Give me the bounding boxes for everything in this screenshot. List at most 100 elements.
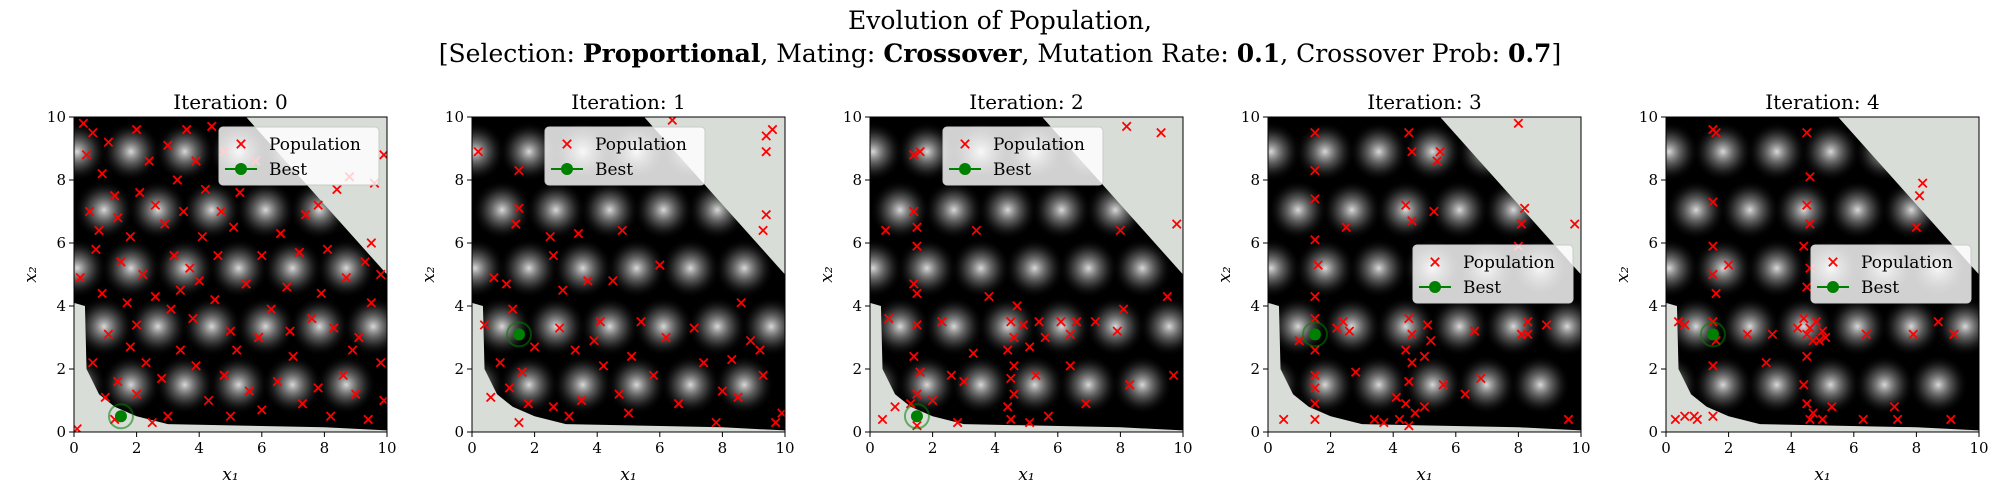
landscape-peak [1908, 354, 1969, 415]
y-tick-label: 0 [1648, 423, 1658, 441]
population-point [1310, 291, 1320, 302]
population-point [1407, 329, 1417, 340]
landscape-peak [262, 354, 323, 415]
population-point [1711, 288, 1721, 299]
figure-title-line2: [Selection: Proportional, Mating: Crosso… [0, 37, 2000, 70]
population-point [322, 244, 333, 255]
population-point [1006, 373, 1016, 384]
landscape-peak [1666, 121, 1700, 182]
landscape-peak [950, 354, 1011, 415]
landscape-peak [1692, 238, 1753, 299]
x-tick-label: 0 [69, 439, 79, 457]
population-point [191, 156, 201, 166]
y-tick-label: 10 [1241, 108, 1260, 126]
population-point [1338, 316, 1348, 327]
population-point [1679, 411, 1690, 422]
title-part: 0.7 [1507, 39, 1552, 68]
population-point [112, 376, 123, 387]
population-point [313, 383, 323, 393]
landscape-peak [552, 354, 613, 415]
landscape-peak [1854, 354, 1915, 415]
population-point [711, 417, 721, 428]
landscape-peak [498, 121, 559, 182]
population-point [1476, 373, 1486, 384]
landscape-peak [154, 238, 215, 299]
population-point [134, 187, 145, 198]
landscape-peak [525, 179, 586, 240]
population-point [1563, 414, 1574, 425]
population-point [253, 332, 264, 343]
population-point [1670, 414, 1681, 425]
population-point [1056, 316, 1066, 327]
title-part: , Mutation Rate: [1021, 39, 1237, 68]
x-tick-label: 2 [1724, 439, 1734, 457]
legend-population-label: Population [1463, 253, 1555, 273]
population-point [504, 383, 515, 393]
landscape-peak [896, 238, 957, 299]
population-point [648, 370, 659, 381]
y-axis-label: x₂ [419, 266, 439, 283]
y-tick-label: 8 [1250, 171, 1260, 189]
population-point [1404, 376, 1414, 387]
population-point [116, 257, 126, 267]
population-point [1156, 127, 1166, 138]
landscape-peak [235, 179, 296, 240]
landscape-peak [1827, 179, 1888, 240]
x-tick-label: 6 [1849, 439, 1859, 457]
population-point [1889, 401, 1900, 412]
population-point [313, 200, 323, 211]
y-axis-label: x₂ [1613, 266, 1633, 283]
population-point [1407, 216, 1417, 226]
population-point [1742, 329, 1753, 340]
population-point [1391, 392, 1402, 403]
landscape-peak [579, 179, 640, 240]
population-point [125, 342, 136, 352]
x-tick-label: 10 [1571, 439, 1590, 457]
population-point [1310, 194, 1320, 204]
subplot-title: Iteration: 2 [969, 90, 1083, 114]
population-point [275, 228, 286, 239]
landscape-peak [1058, 238, 1119, 299]
best-halo [1699, 321, 1726, 348]
title-part: , Crossover Prob: [1280, 39, 1508, 68]
population-point [231, 345, 242, 355]
population-point [163, 411, 173, 422]
best-halo [1301, 321, 1328, 348]
landscape-peak [100, 238, 161, 299]
population-point [1400, 200, 1411, 211]
y-tick-label: 2 [1250, 360, 1260, 378]
population-point [548, 250, 559, 261]
legend-best-label: Best [595, 160, 633, 180]
population-point [1310, 345, 1320, 355]
landscape-peak [1666, 238, 1700, 299]
population-point [1945, 414, 1956, 425]
landscape-peak [1375, 179, 1436, 240]
population-point [514, 417, 524, 428]
population-point [1425, 335, 1436, 346]
population-point [163, 140, 173, 151]
population-point [244, 386, 255, 396]
population-point [514, 165, 524, 176]
population-point [266, 304, 277, 314]
population-point [159, 219, 170, 229]
y-axis-label: x₂ [817, 266, 837, 283]
population-point [912, 320, 922, 330]
population-point [172, 175, 183, 185]
x-axis-label: x₁ [1814, 465, 1830, 485]
population-point [1708, 241, 1718, 251]
legend-best-label: Best [1861, 278, 1899, 298]
population-point [883, 313, 894, 324]
population-point [1469, 326, 1480, 337]
landscape-peak [472, 238, 506, 299]
population-point [338, 370, 349, 381]
population-point [770, 417, 781, 428]
population-point [1802, 200, 1812, 211]
legend-best-marker [561, 163, 573, 175]
population-point [1911, 222, 1922, 233]
legend-box [1810, 244, 1972, 304]
y-tick-label: 6 [56, 234, 66, 252]
population-point [1569, 219, 1580, 229]
x-tick-label: 6 [257, 439, 267, 457]
population-point [1692, 414, 1703, 425]
landscape-peak [1666, 179, 1727, 240]
